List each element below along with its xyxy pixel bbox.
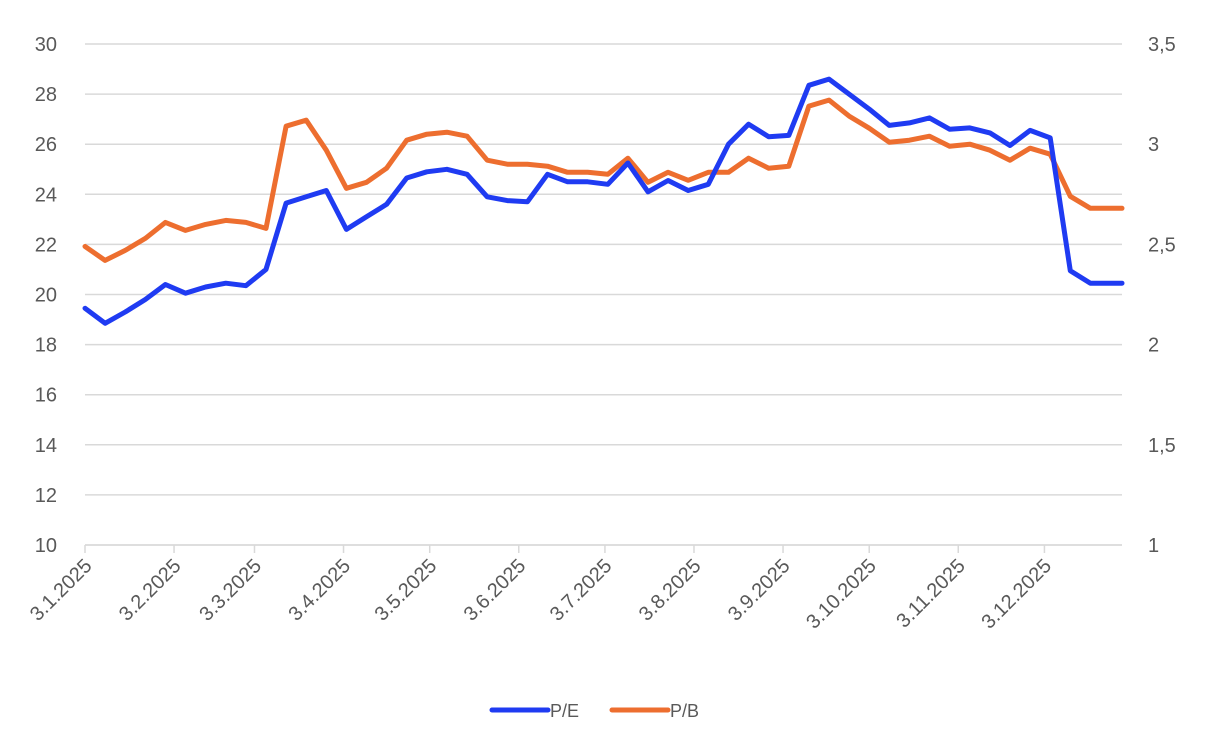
series-line-pe (82, 76, 1125, 326)
x-tick-label: 3.8.2025 (635, 555, 706, 626)
left-y-tick-label: 10 (35, 535, 57, 557)
right-y-tick-label: 2 (1148, 335, 1159, 357)
x-axis: 3.1.2025 3.2.2025 3.3.2025 3.4.2025 3.5.2025… (26, 545, 1056, 633)
left-y-tick-label: 20 (35, 285, 57, 307)
left-y-tick-label: 30 (35, 34, 57, 56)
left-y-tick-label: 18 (35, 335, 57, 357)
x-tick-label: 3.12.2025 (977, 555, 1055, 633)
left-y-tick-label: 14 (35, 435, 57, 457)
left-y-tick-label: 26 (35, 134, 57, 156)
left-y-tick-label: 24 (35, 184, 57, 206)
x-tick-label: 3.6.2025 (460, 555, 531, 626)
series-layer (82, 76, 1125, 326)
x-tick-label: 3.1.2025 (26, 555, 97, 626)
x-tick-label: 3.9.2025 (724, 555, 795, 626)
legend: P/E P/B (489, 701, 699, 721)
right-y-tick-label: 1 (1148, 535, 1159, 557)
series-line-pb (82, 97, 1125, 263)
left-y-tick-label: 16 (35, 385, 57, 407)
x-tick-label: 3.4.2025 (284, 555, 355, 626)
right-y-tick-label: 3 (1148, 134, 1159, 156)
x-tick-label: 3.7.2025 (546, 555, 617, 626)
left-y-tick-label: 12 (35, 485, 57, 507)
legend-label: P/E (550, 701, 579, 721)
right-y-tick-label: 3,5 (1148, 34, 1176, 56)
left-y-tick-label: 22 (35, 234, 57, 256)
gridlines (85, 43, 1122, 546)
right-y-tick-label: 1,5 (1148, 435, 1176, 457)
x-tick-label: 3.5.2025 (371, 555, 442, 626)
x-tick-label: 3.2.2025 (115, 555, 186, 626)
right-y-tick-label: 2,5 (1148, 234, 1176, 256)
x-tick-label: 3.10.2025 (802, 555, 880, 633)
left-y-axis: 10 12 14 16 18 20 22 24 26 28 30 (35, 34, 57, 557)
x-tick-label: 3.11.2025 (892, 555, 969, 632)
left-y-tick-label: 28 (35, 84, 57, 106)
x-tick-label: 3.3.2025 (195, 555, 266, 626)
right-y-axis: 1 1,5 2 2,5 3 3,5 (1148, 34, 1176, 557)
legend-label: P/B (670, 701, 699, 721)
